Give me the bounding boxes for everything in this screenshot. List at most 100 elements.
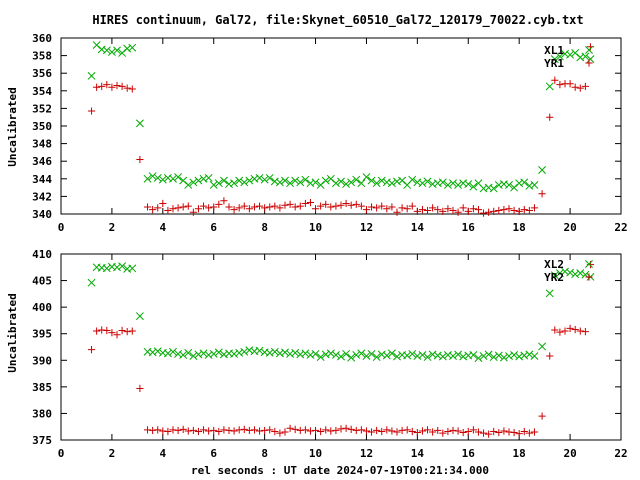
point-yr2 (322, 426, 330, 434)
point-yr1 (337, 201, 345, 209)
point-yr1 (357, 202, 365, 210)
point-xl2 (520, 351, 529, 360)
point-yr1 (286, 200, 294, 208)
point-yr2 (276, 429, 284, 437)
point-yr2 (479, 429, 488, 437)
point-yr2 (291, 425, 299, 433)
point-yr1 (342, 199, 350, 208)
point-yr1 (551, 76, 559, 84)
point-yr2 (342, 424, 350, 432)
point-yr1 (164, 206, 172, 215)
point-yr2 (306, 427, 315, 435)
top-legend-label-xl1: XL1 (544, 44, 564, 57)
bottom-series-yr2 (87, 261, 595, 438)
point-yr1 (515, 207, 523, 215)
point-yr1 (525, 206, 533, 215)
point-xl1 (245, 176, 254, 185)
point-yr1 (169, 205, 177, 213)
point-yr1 (566, 80, 574, 88)
point-xl2 (113, 263, 121, 272)
point-xl1 (449, 179, 457, 188)
point-xl2 (550, 271, 559, 280)
point-yr2 (500, 427, 508, 435)
top-legend-label-yr1: YR1 (544, 57, 564, 70)
point-yr1 (362, 206, 371, 214)
point-xl1 (102, 46, 111, 55)
point-yr2 (413, 428, 421, 437)
point-yr2 (454, 427, 462, 435)
point-yr2 (403, 426, 411, 434)
point-yr1 (306, 198, 315, 207)
point-yr2 (383, 426, 391, 434)
point-yr2 (266, 426, 274, 434)
point-yr1 (576, 84, 584, 92)
point-yr1 (317, 202, 325, 210)
point-xl2 (245, 346, 254, 355)
point-yr2 (93, 327, 101, 335)
point-xl2 (449, 352, 457, 360)
point-xl1 (255, 173, 264, 182)
point-xl2 (148, 348, 157, 357)
point-yr2 (220, 426, 228, 434)
point-xl1 (555, 52, 564, 61)
point-xl2 (469, 351, 478, 359)
point-yr1 (423, 206, 432, 215)
top-plot-frame (60, 37, 622, 215)
point-xl1 (408, 175, 417, 184)
point-yr1 (459, 204, 467, 212)
point-yr2 (566, 324, 574, 332)
point-yr1 (149, 206, 157, 214)
point-yr2 (103, 326, 111, 335)
point-yr2 (215, 427, 223, 436)
point-yr1 (123, 84, 131, 92)
point-xl1 (286, 179, 295, 188)
point-xl2 (174, 349, 183, 358)
point-yr1 (505, 205, 513, 213)
point-xl2 (169, 347, 177, 356)
point-xl2 (286, 349, 295, 358)
point-xl1 (545, 82, 554, 91)
point-yr1 (444, 205, 452, 213)
top-y-tick-label: 344 (32, 173, 52, 186)
point-xl1 (306, 179, 315, 188)
point-yr1 (281, 201, 289, 209)
point-xl2 (189, 352, 198, 360)
point-yr2 (530, 428, 539, 436)
point-yr1 (220, 197, 228, 205)
point-yr1 (418, 206, 427, 214)
point-yr1 (500, 206, 508, 214)
top-x-tick-label: 4 (160, 221, 167, 234)
point-yr1 (179, 203, 187, 211)
point-yr1 (479, 209, 488, 217)
point-xl2 (179, 351, 188, 359)
point-xl1 (454, 181, 463, 189)
point-xl2 (515, 352, 524, 361)
bottom-y-tick-label: 410 (32, 248, 52, 261)
point-xl2 (459, 352, 468, 361)
top-chart: Uncalibrated 340 342 344 346 348 350 352 354 356… (6, 32, 628, 234)
point-yr1 (546, 113, 554, 121)
point-yr2 (551, 326, 559, 334)
point-xl1 (219, 176, 228, 185)
point-xl2 (545, 289, 554, 298)
point-yr2 (194, 427, 203, 436)
bottom-y-tick-label: 400 (32, 301, 52, 314)
point-yr2 (164, 427, 172, 436)
point-yr1 (413, 207, 421, 215)
point-xl1 (362, 173, 371, 181)
point-xl2 (428, 350, 437, 359)
point-yr1 (474, 206, 483, 214)
top-y-tick-label: 342 (32, 190, 52, 203)
point-xl2 (377, 350, 386, 359)
point-xl1 (204, 173, 213, 182)
point-yr1 (556, 81, 564, 89)
bottom-x-tick-label: 10 (309, 447, 322, 460)
point-yr2 (378, 427, 386, 436)
point-yr1 (245, 205, 253, 213)
point-xl2 (194, 350, 203, 359)
point-xl1 (525, 181, 534, 190)
point-xl1 (230, 179, 239, 188)
point-yr1 (367, 203, 376, 211)
point-xl1 (331, 179, 340, 188)
point-xl1 (367, 176, 376, 185)
